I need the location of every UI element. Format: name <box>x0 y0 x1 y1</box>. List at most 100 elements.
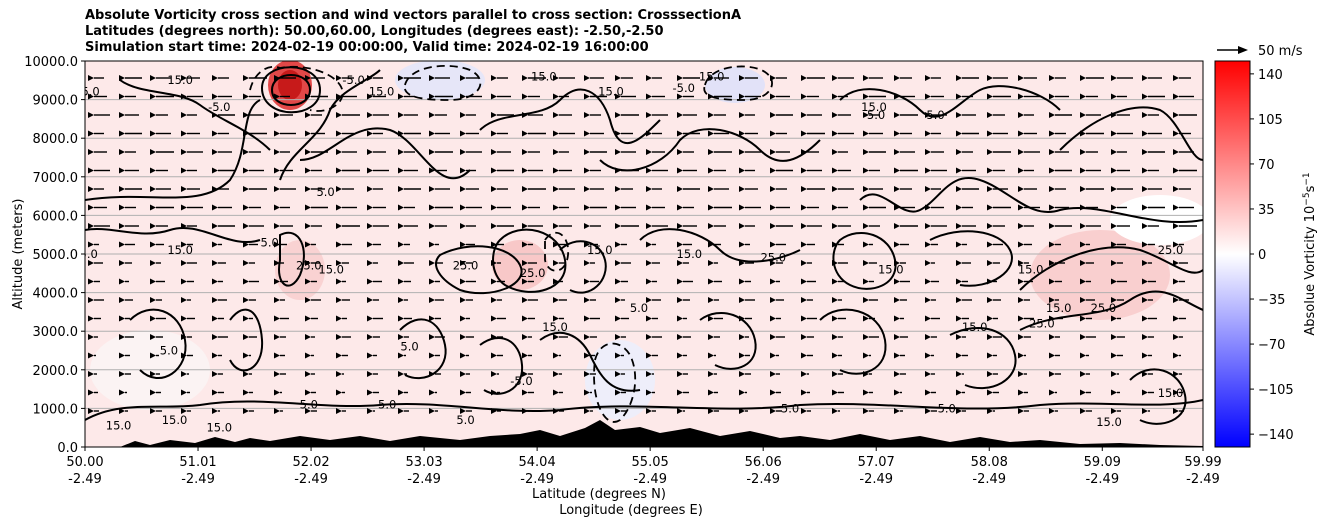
contour-line <box>839 85 1061 118</box>
contour-label: 15.0 <box>106 419 132 433</box>
quiver-key: 50 m/s <box>1217 44 1303 59</box>
contour-line <box>832 231 897 290</box>
contour-label: 15.0 <box>167 73 193 87</box>
x-axis-ticks: 50.00 -2.49 51.01 -2.49 52.02 -2.49 53.03 -2.49… <box>66 447 1222 487</box>
contour-label: 25.0 <box>1029 316 1055 330</box>
contour-line <box>260 66 322 114</box>
y-tick-label: 2000.0 <box>33 364 79 379</box>
contour-label: 5.0 <box>160 343 178 357</box>
contour-label: -5.0 <box>673 81 695 95</box>
x-tick-label-longitude: -2.49 <box>859 472 893 487</box>
x-tick-label-latitude: 59.09 <box>1084 455 1121 470</box>
contour-label: 5.0 <box>300 397 318 411</box>
vorticity-patch <box>705 67 765 103</box>
contour-label: 25.0 <box>760 251 786 265</box>
contour-label: 5.0 <box>261 235 279 249</box>
quiver-key-label: 50 m/s <box>1258 44 1303 59</box>
contour-line <box>399 318 447 380</box>
x-tick-label-latitude: 59.99 <box>1184 455 1221 470</box>
x-tick-label-longitude: -2.49 <box>181 472 215 487</box>
y-tick-label: 9000.0 <box>33 94 79 109</box>
contour-line <box>129 308 187 380</box>
contour-line <box>279 69 381 181</box>
y-tick-label: 8000.0 <box>33 132 79 147</box>
colorbar-tick-label: −35 <box>1258 293 1285 308</box>
contour-label: 15.0 <box>162 413 188 427</box>
contour-line <box>299 127 471 180</box>
chart-title-line-1: Absolute Vorticity cross section and win… <box>85 8 742 23</box>
contour-line-negative <box>703 65 773 101</box>
x-tick-label-longitude: -2.49 <box>1085 472 1119 487</box>
contour-line <box>1059 106 1203 161</box>
x-tick-label-latitude: 52.02 <box>292 455 329 470</box>
contour-line <box>1019 246 1203 291</box>
colorbar-tick-label: 105 <box>1258 113 1283 128</box>
x-tick-label-longitude: -2.49 <box>746 472 780 487</box>
colorbar-tick-label: −140 <box>1258 428 1294 443</box>
contour-line <box>859 177 1203 224</box>
contour-line <box>819 308 887 375</box>
x-tick-label-latitude: 56.06 <box>745 455 782 470</box>
x-tick-label-latitude: 53.03 <box>405 455 442 470</box>
y-tick-label: 10000.0 <box>24 55 78 70</box>
contour-label: 5.0 <box>938 401 956 415</box>
y-tick-label: 3000.0 <box>33 325 79 340</box>
contour-label: 15.0 <box>878 262 904 276</box>
contour-label: 5.0 <box>316 185 334 199</box>
contour-label: 15.0 <box>1158 386 1184 400</box>
contour-line <box>559 240 607 294</box>
contour-label: 15.0 <box>1096 415 1122 429</box>
x-tick-label-latitude: 57.07 <box>858 455 895 470</box>
y-tick-label: 4000.0 <box>33 287 79 302</box>
contour-label: 25.0 <box>1158 243 1184 257</box>
contour-label: 15.0 <box>318 262 344 276</box>
contour-lines <box>85 66 1203 425</box>
colorbar-tick-label: 70 <box>1258 158 1275 173</box>
contour-label: -5.0 <box>208 100 230 114</box>
x-tick-label-longitude: -2.49 <box>972 472 1006 487</box>
contour-label: 5.0 <box>630 301 648 315</box>
y-tick-label: 7000.0 <box>33 171 79 186</box>
contour-line-negative <box>593 342 637 423</box>
colorbar-tick-label: −70 <box>1258 338 1285 353</box>
colorbar-label-exp1: −5 <box>1302 192 1312 205</box>
contour-label: 15.0 <box>542 320 568 334</box>
chart-title-line-2: Latitudes (degrees north): 50.00,60.00, … <box>85 24 664 39</box>
contour-label: 5.0 <box>926 108 944 122</box>
contour-label: 25.0 <box>1091 301 1117 315</box>
contour-label: 25.0 <box>296 258 322 272</box>
x-tick-label-longitude: -2.49 <box>68 472 102 487</box>
contour-label: 15.0 <box>598 85 624 99</box>
contour-label: 15.0 <box>531 69 557 83</box>
y-tick-label: 1000.0 <box>33 402 79 417</box>
contour-label: 15.0 <box>206 421 232 435</box>
colorbar-label-main: Absolue Vorticity 10 <box>1303 206 1318 336</box>
contour-label: 5.0 <box>456 413 474 427</box>
contour-label: 15.0 <box>1046 301 1072 315</box>
x-axis-label-latitude: Latitude (degrees N) <box>532 487 666 502</box>
gridlines <box>85 61 1203 447</box>
contour-label: 15.0 <box>1018 262 1044 276</box>
colorbar-tick-label: 140 <box>1258 68 1283 83</box>
colorbar-tick-label: −105 <box>1258 383 1294 398</box>
x-tick-label-longitude: -2.49 <box>407 472 441 487</box>
contour-line <box>229 308 264 372</box>
x-tick-label-latitude: 58.08 <box>971 455 1008 470</box>
contour-label: 25.0 <box>453 258 479 272</box>
contour-label: 15.0 <box>167 243 193 257</box>
contour-line <box>119 79 271 151</box>
x-tick-label-longitude: -2.49 <box>294 472 328 487</box>
x-tick-label-longitude: -2.49 <box>633 472 667 487</box>
vorticity-patch <box>585 340 655 420</box>
contour-label: 15.0 <box>677 247 703 261</box>
contour-lines-negative <box>249 65 773 423</box>
contour-label: -5.0 <box>863 108 885 122</box>
colorbar-label-exp2: −1 <box>1302 172 1312 185</box>
chart-title-line-3: Simulation start time: 2024-02-19 00:00:… <box>85 40 649 55</box>
contour-label: 5.0 <box>81 85 99 99</box>
contour-label: 15.0 <box>962 320 988 334</box>
contour-label: 5.0 <box>400 340 418 354</box>
contour-line <box>1129 368 1187 425</box>
contour-label: 5.0 <box>781 401 799 415</box>
